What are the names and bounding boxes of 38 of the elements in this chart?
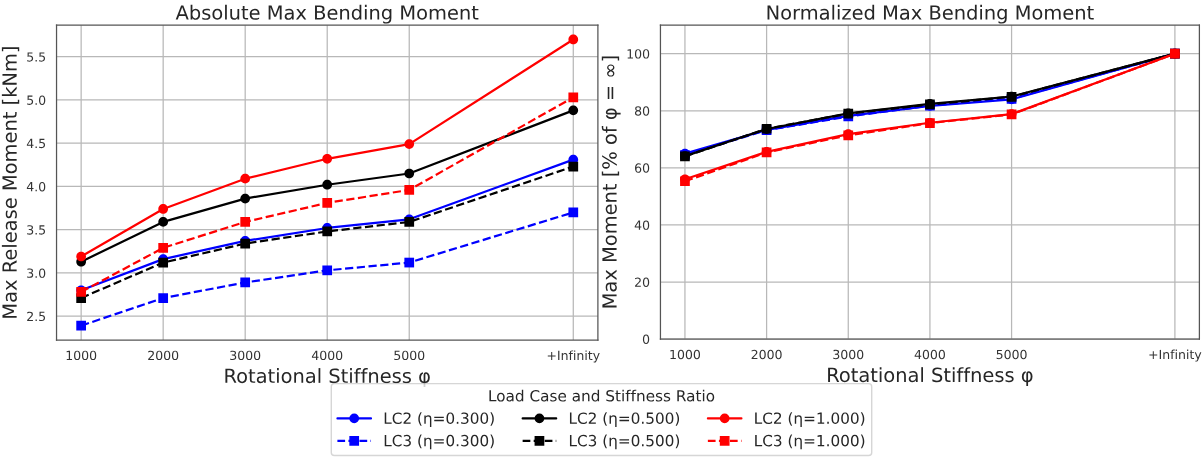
- legend-label: LC2 (η=0.500): [569, 412, 680, 427]
- chart-title: Absolute Max Bending Moment: [175, 4, 479, 24]
- x-tick-label: 5000: [996, 349, 1027, 360]
- legend-title: Load Case and Stiffness Ratio: [489, 389, 715, 402]
- legend-label: LC2 (η=0.300): [384, 412, 494, 427]
- y-axis-title: Max Moment [% of φ = ∞]: [601, 56, 621, 308]
- legend-label: LC2 (η=1.000): [755, 412, 865, 427]
- x-tick-label: 3000: [833, 349, 864, 360]
- y-tick-label: 3.0: [27, 268, 46, 278]
- y-tick-label: 4.5: [26, 138, 46, 149]
- x-tick-label: 2000: [751, 349, 782, 360]
- x-tick-label: 1000: [66, 350, 97, 361]
- x-tick-label: +Infinity: [1149, 349, 1202, 362]
- y-tick-label: 0: [642, 334, 650, 345]
- y-tick-label: 20: [635, 277, 650, 287]
- y-tick-label: 40: [634, 220, 650, 230]
- legend-label: LC3 (η=0.500): [569, 434, 680, 450]
- x-tick-label: 2000: [148, 350, 179, 361]
- y-tick-label: 5.0: [27, 95, 46, 105]
- x-axis-title: Rotational Stiffness φ: [225, 368, 430, 387]
- legend-label: LC3 (η=1.000): [755, 434, 865, 450]
- y-axis-title: Max Release Moment [kNm]: [1, 47, 20, 318]
- x-tick-label: 3000: [230, 350, 261, 361]
- y-tick-label: 5.5: [27, 52, 46, 62]
- chart-title: Normalized Max Bending Moment: [767, 4, 1094, 24]
- x-tick-label: 4000: [311, 350, 343, 361]
- y-tick-label: 2.5: [27, 311, 46, 322]
- legend-label: LC3 (η=0.300): [384, 434, 494, 450]
- y-tick-label: 100: [627, 49, 650, 59]
- y-tick-label: 60: [635, 163, 650, 173]
- x-tick-label: 5000: [394, 350, 425, 361]
- y-tick-label: 80: [634, 106, 650, 116]
- y-tick-label: 4.0: [26, 181, 46, 192]
- x-tick-label: +Infinity: [547, 350, 600, 363]
- y-tick-label: 3.5: [27, 225, 46, 235]
- x-tick-label: 4000: [914, 349, 945, 360]
- x-axis-title: Rotational Stiffness φ: [828, 367, 1033, 386]
- x-tick-label: 1000: [670, 349, 701, 360]
